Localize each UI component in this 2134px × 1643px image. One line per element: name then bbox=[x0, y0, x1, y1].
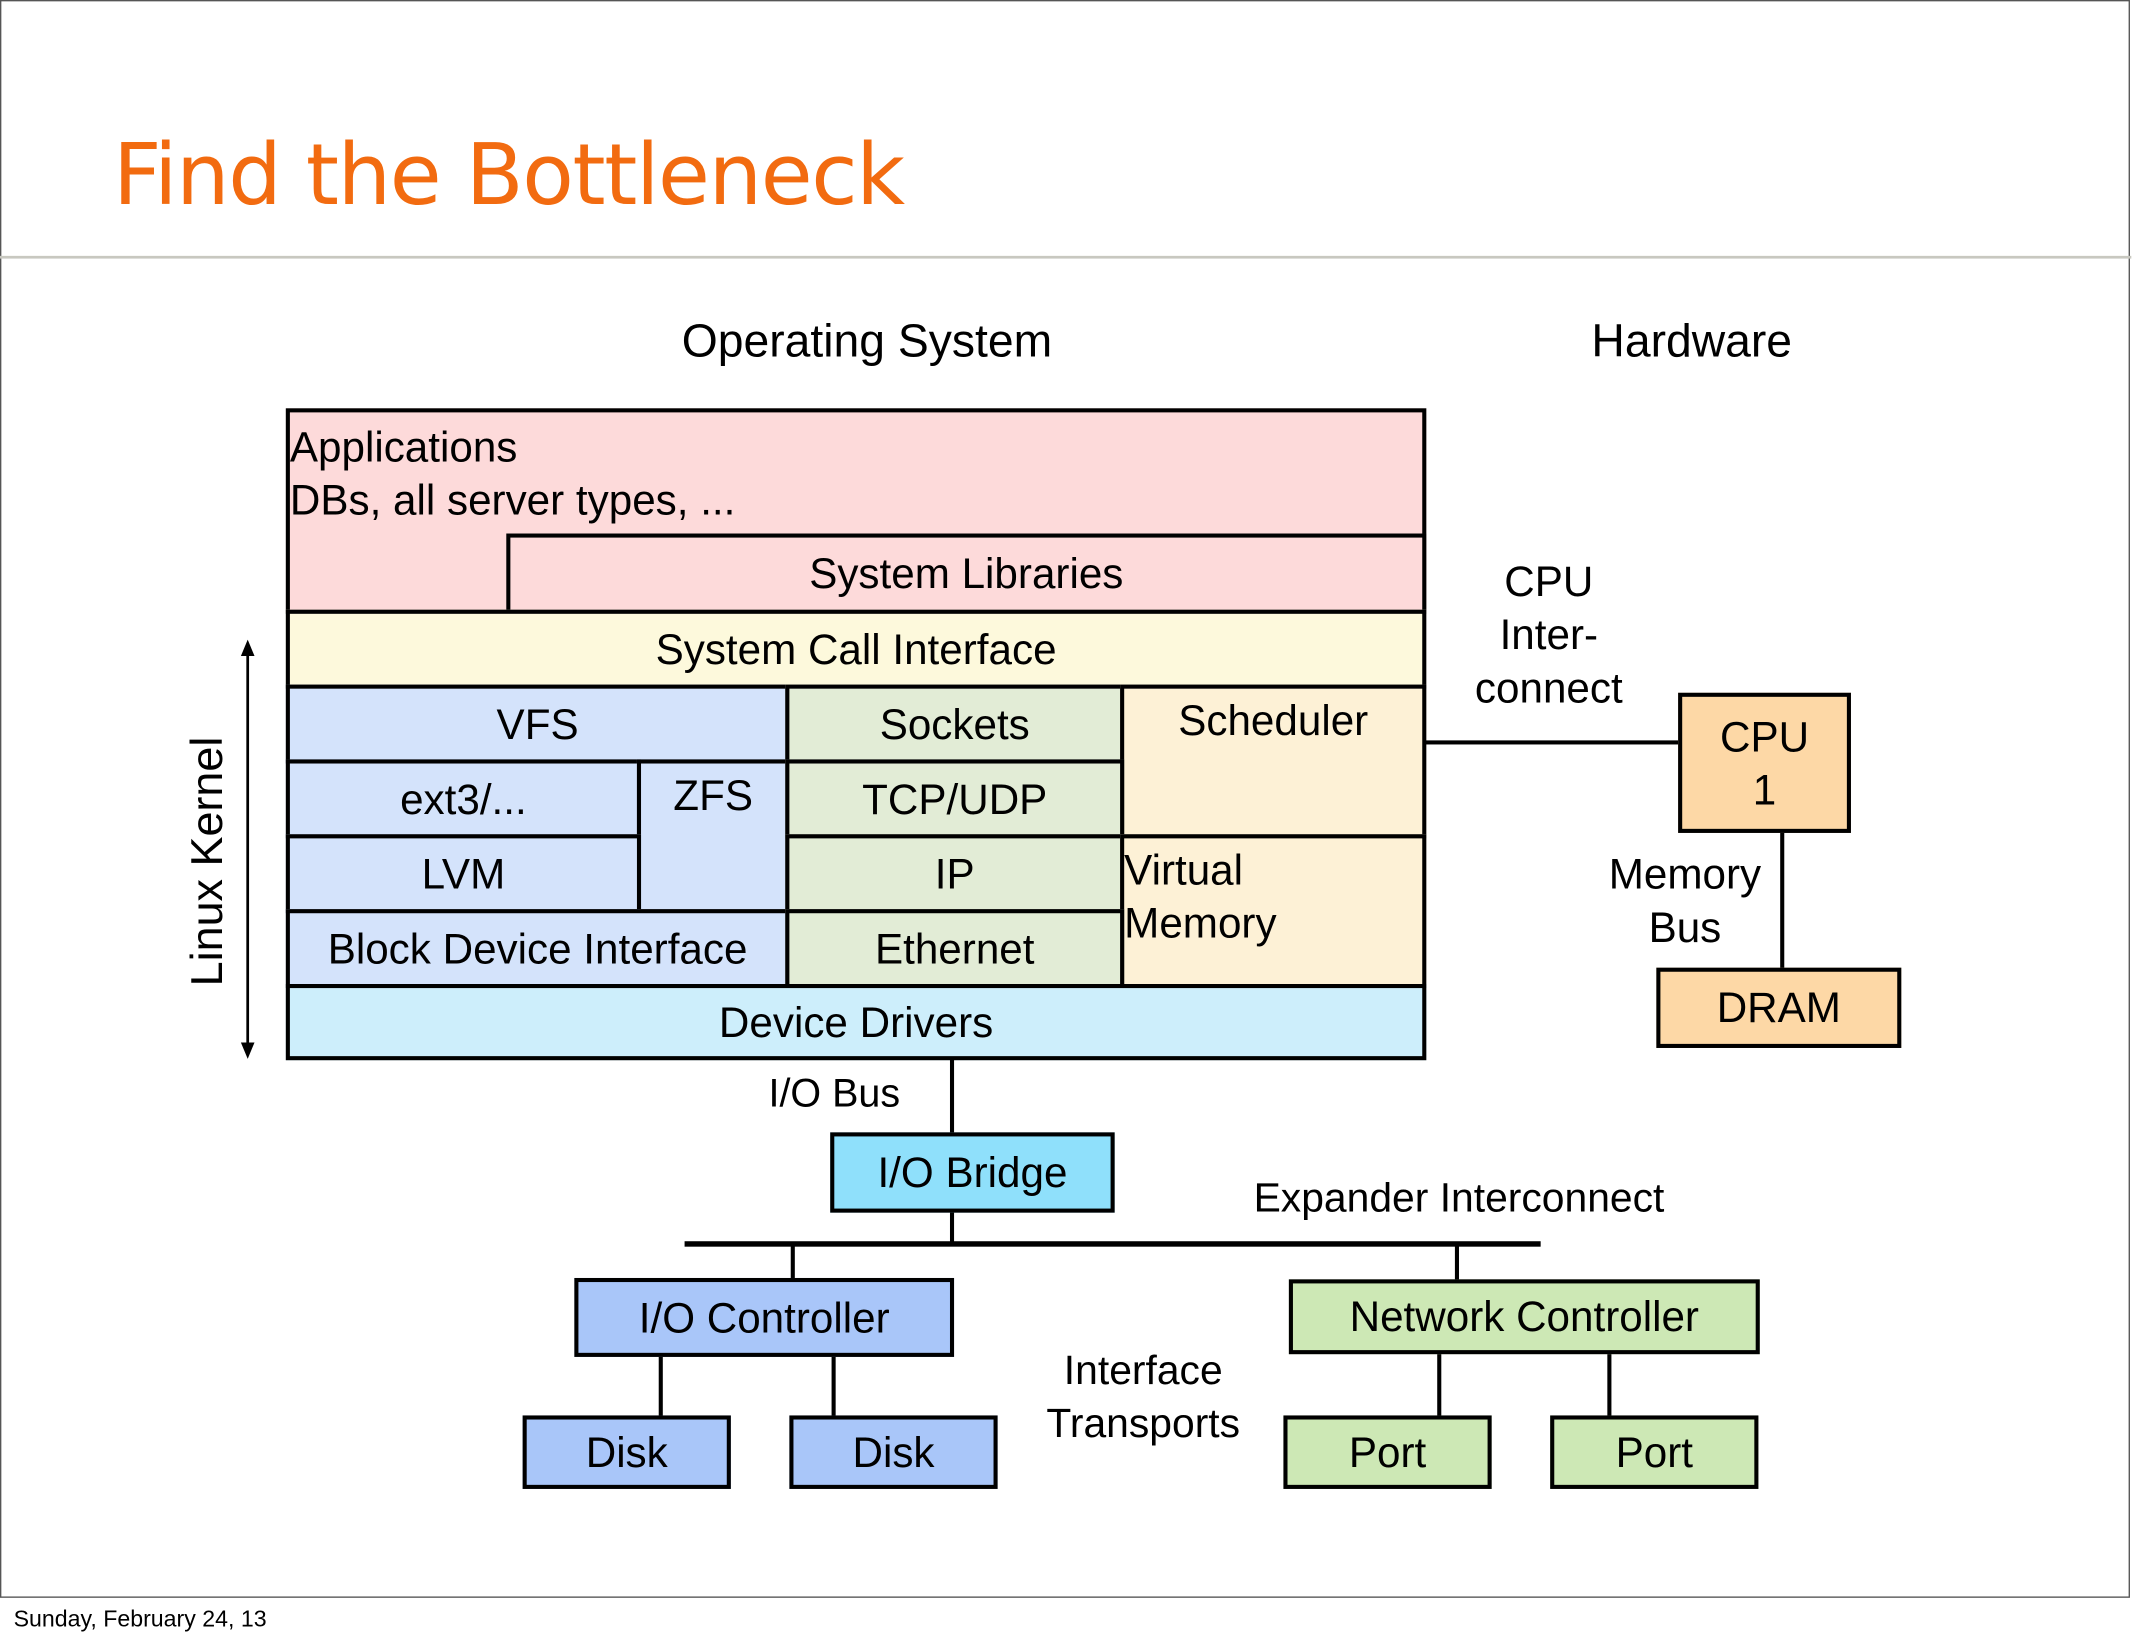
disk-label: Disk bbox=[852, 1428, 935, 1477]
system-call-interface-label: System Call Interface bbox=[655, 625, 1057, 674]
disk-1-link bbox=[658, 1355, 663, 1417]
virtual-memory-label-2: Memory bbox=[1124, 899, 1277, 948]
lvm-box: LVM bbox=[285, 834, 642, 914]
memory-bus-line bbox=[1780, 831, 1785, 970]
device-drivers-label: Device Drivers bbox=[718, 998, 994, 1046]
scheduler-label: Scheduler bbox=[1178, 696, 1369, 745]
block-device-interface-label: Block Device Interface bbox=[327, 924, 748, 973]
ext3-label: ext3/... bbox=[400, 775, 527, 823]
io-bridge-box: I/O Bridge bbox=[830, 1132, 1115, 1213]
slide-frame bbox=[0, 0, 2130, 1598]
sockets-label: Sockets bbox=[879, 700, 1030, 748]
linux-kernel-label: Linux Kernel bbox=[181, 736, 232, 987]
system-libraries-box: System Libraries bbox=[506, 533, 1427, 614]
virtual-memory-label: Virtual bbox=[1124, 846, 1244, 895]
expander-interconnect-label: Expander Interconnect bbox=[1253, 1175, 1665, 1221]
network-controller-label: Network Controller bbox=[1349, 1292, 1699, 1341]
zfs-label: ZFS bbox=[673, 771, 754, 820]
vfs-box: VFS bbox=[285, 684, 790, 764]
memory-bus-label: Memory Bus bbox=[1609, 848, 1761, 954]
memory-bus-line-2: Bus bbox=[1648, 903, 1722, 952]
port-1-link bbox=[1437, 1352, 1442, 1417]
title-divider bbox=[0, 255, 2132, 259]
disk-2-link bbox=[831, 1355, 836, 1417]
memory-bus-line-1: Memory bbox=[1608, 850, 1762, 899]
ip-label: IP bbox=[934, 849, 975, 898]
system-call-interface-box: System Call Interface bbox=[285, 609, 1427, 689]
cpu-interconnect-line-2: Inter- bbox=[1499, 611, 1599, 659]
virtual-memory-box: Virtual Memory bbox=[1120, 834, 1427, 989]
interface-transports-line-1: Interface bbox=[1063, 1348, 1223, 1394]
lvm-label: LVM bbox=[421, 849, 506, 898]
port-box-1: Port bbox=[1283, 1415, 1492, 1489]
ip-box: IP bbox=[785, 834, 1125, 914]
expander-interconnect-line bbox=[684, 1241, 1541, 1247]
io-bridge-label: I/O Bridge bbox=[877, 1148, 1068, 1197]
port-2-link bbox=[1607, 1352, 1612, 1417]
applications-sub-label: DBs, all server types, ... bbox=[289, 476, 736, 524]
dram-box: DRAM bbox=[1656, 967, 1902, 1048]
network-controller-box: Network Controller bbox=[1288, 1279, 1760, 1355]
disk-box-2: Disk bbox=[789, 1415, 998, 1489]
port-label: Port bbox=[1615, 1428, 1693, 1477]
kernel-arrow-heads bbox=[240, 639, 255, 1059]
tcp-udp-label: TCP/UDP bbox=[862, 775, 1048, 823]
io-controller-link bbox=[790, 1243, 795, 1280]
disk-label: Disk bbox=[585, 1428, 668, 1477]
ethernet-box: Ethernet bbox=[785, 909, 1125, 989]
cpu-interconnect-line-3: connect bbox=[1474, 664, 1623, 712]
device-drivers-box: Device Drivers bbox=[285, 984, 1427, 1061]
tcp-udp-box: TCP/UDP bbox=[785, 759, 1125, 839]
io-controller-label: I/O Controller bbox=[638, 1293, 890, 1342]
dram-label: DRAM bbox=[1716, 984, 1841, 1032]
cpu-interconnect-line bbox=[1424, 740, 1679, 745]
sockets-box: Sockets bbox=[785, 684, 1125, 764]
io-controller-box: I/O Controller bbox=[574, 1277, 955, 1357]
ext3-box: ext3/... bbox=[285, 759, 642, 839]
cpu-label: CPU bbox=[1719, 712, 1810, 761]
zfs-box: ZFS bbox=[636, 759, 790, 914]
cpu-box: CPU 1 bbox=[1678, 692, 1851, 833]
block-device-interface-box: Block Device Interface bbox=[285, 909, 790, 989]
interface-transports-line-2: Transports bbox=[1046, 1401, 1241, 1447]
hardware-heading: Hardware bbox=[1591, 315, 1793, 368]
disk-box-1: Disk bbox=[522, 1415, 731, 1489]
io-bus-label: I/O Bus bbox=[768, 1072, 901, 1117]
cpu-number: 1 bbox=[1752, 765, 1777, 814]
cpu-interconnect-line-1: CPU bbox=[1504, 558, 1594, 606]
interface-transports-label: Interface Transports bbox=[1046, 1345, 1240, 1451]
ethernet-label: Ethernet bbox=[874, 924, 1035, 973]
kernel-arrow-line bbox=[246, 650, 250, 1051]
cpu-interconnect-label: CPU Inter- connect bbox=[1475, 555, 1623, 714]
vfs-label: VFS bbox=[496, 700, 579, 748]
slide-title: Find the Bottleneck bbox=[112, 125, 905, 225]
applications-label: Applications bbox=[289, 423, 518, 471]
scheduler-box: Scheduler bbox=[1120, 684, 1427, 839]
io-bus-line bbox=[949, 1058, 955, 1134]
port-box-2: Port bbox=[1550, 1415, 1759, 1489]
os-heading: Operating System bbox=[681, 315, 1053, 368]
slide-footer-date: Sunday, February 24, 13 bbox=[13, 1605, 267, 1632]
port-label: Port bbox=[1348, 1428, 1427, 1477]
system-libraries-label: System Libraries bbox=[809, 549, 1124, 598]
network-controller-link bbox=[1454, 1243, 1459, 1281]
bridge-expander-line bbox=[949, 1211, 955, 1244]
